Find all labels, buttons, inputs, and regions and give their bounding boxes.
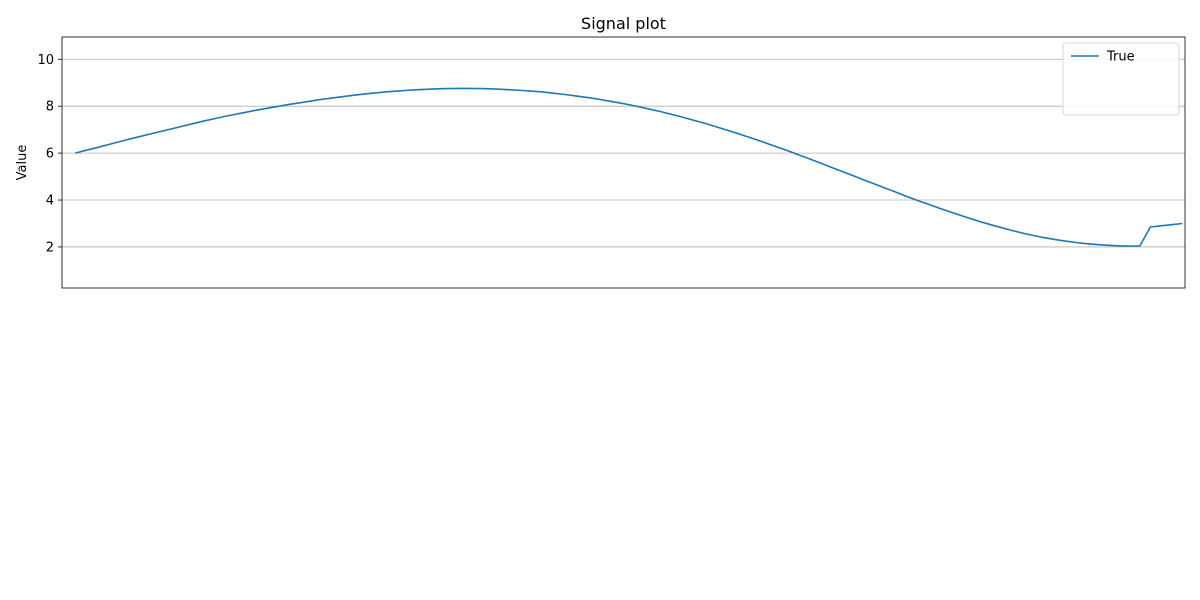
y-tick-label: 2 [46, 240, 54, 255]
y-tick-label: 4 [46, 194, 54, 209]
chart-title: Signal plot [581, 14, 666, 33]
series-line-true [75, 87, 1183, 247]
y-tick-label: 8 [46, 100, 54, 115]
y-axis-label: Value [15, 145, 30, 181]
legend-box [1062, 42, 1180, 116]
legend-label: True [1106, 50, 1135, 65]
y-tick-label: 6 [46, 147, 54, 162]
y-tick-label: 10 [37, 53, 54, 68]
plot-frame [61, 36, 1186, 289]
